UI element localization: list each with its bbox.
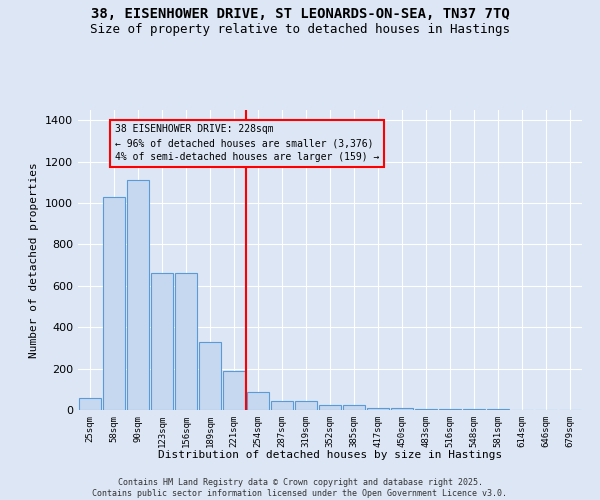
Bar xyxy=(151,274,173,410)
Bar xyxy=(199,342,221,410)
Text: Distribution of detached houses by size in Hastings: Distribution of detached houses by size … xyxy=(158,450,502,460)
Bar xyxy=(295,400,317,410)
Y-axis label: Number of detached properties: Number of detached properties xyxy=(29,162,40,358)
Bar xyxy=(439,409,461,410)
Bar xyxy=(391,408,413,410)
Bar xyxy=(103,197,125,410)
Bar xyxy=(175,274,197,410)
Bar xyxy=(343,406,365,410)
Text: Size of property relative to detached houses in Hastings: Size of property relative to detached ho… xyxy=(90,22,510,36)
Bar xyxy=(127,180,149,410)
Bar xyxy=(79,398,101,410)
Text: 38 EISENHOWER DRIVE: 228sqm
← 96% of detached houses are smaller (3,376)
4% of s: 38 EISENHOWER DRIVE: 228sqm ← 96% of det… xyxy=(115,124,380,162)
Bar xyxy=(367,408,389,410)
Bar xyxy=(247,392,269,410)
Bar xyxy=(223,370,245,410)
Text: Contains HM Land Registry data © Crown copyright and database right 2025.
Contai: Contains HM Land Registry data © Crown c… xyxy=(92,478,508,498)
Bar xyxy=(319,406,341,410)
Bar xyxy=(271,400,293,410)
Bar xyxy=(415,409,437,410)
Text: 38, EISENHOWER DRIVE, ST LEONARDS-ON-SEA, TN37 7TQ: 38, EISENHOWER DRIVE, ST LEONARDS-ON-SEA… xyxy=(91,8,509,22)
